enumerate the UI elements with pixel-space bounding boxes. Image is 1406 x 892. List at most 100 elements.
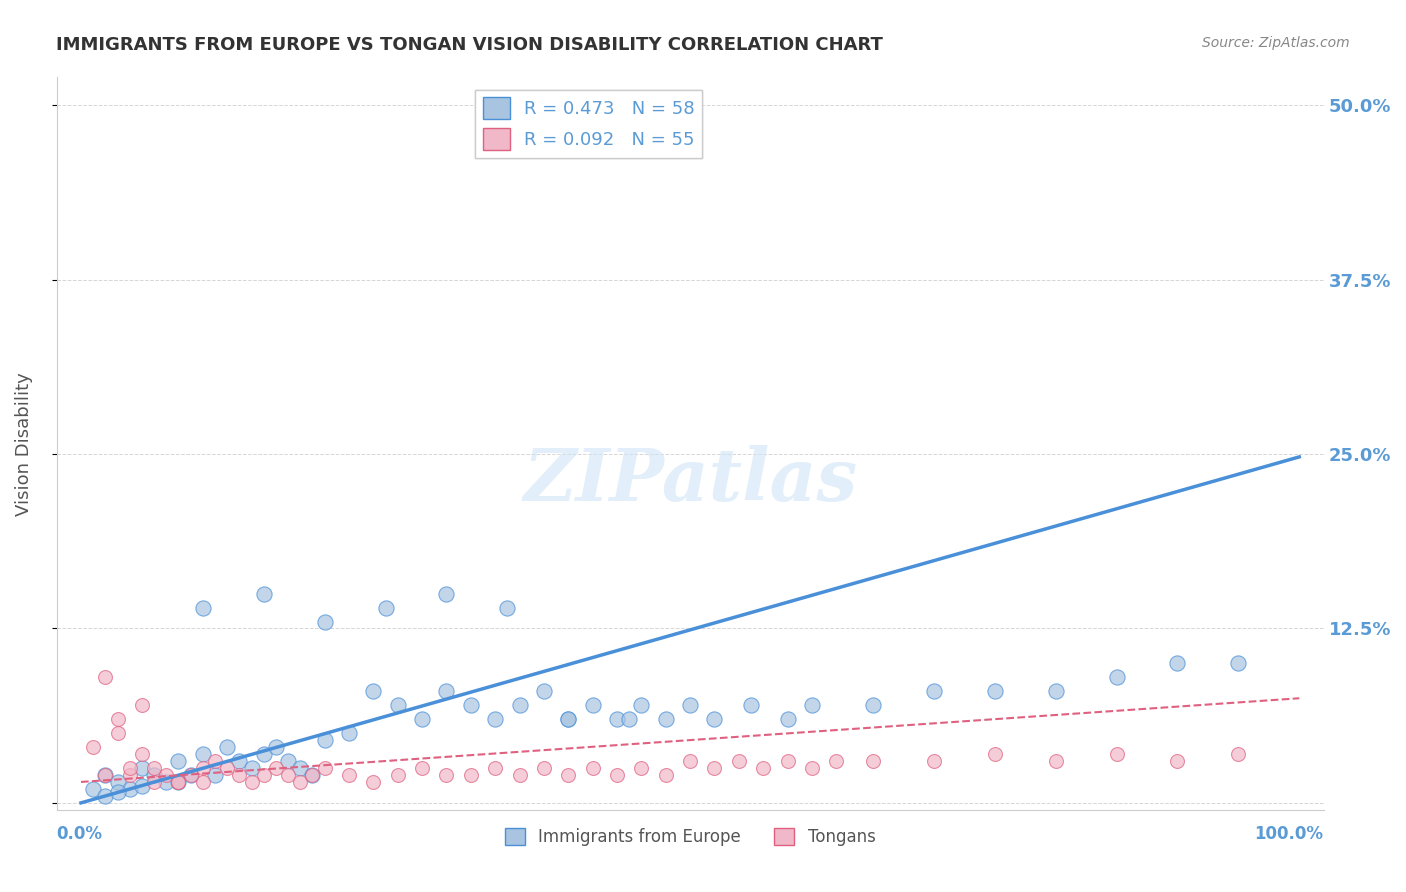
Point: [363, 775, 385, 789]
Point: [1105, 747, 1128, 761]
Point: [411, 761, 433, 775]
Point: [484, 712, 506, 726]
Point: [228, 754, 250, 768]
Point: [862, 698, 884, 713]
Point: [228, 768, 250, 782]
Point: [143, 761, 166, 775]
Point: [582, 698, 605, 713]
Point: [460, 768, 482, 782]
Point: [509, 768, 531, 782]
Point: [922, 684, 945, 698]
Point: [107, 726, 129, 740]
Point: [131, 761, 153, 775]
Point: [800, 698, 823, 713]
Point: [983, 684, 1005, 698]
Point: [264, 761, 287, 775]
Point: [557, 712, 579, 726]
Point: [533, 684, 555, 698]
Point: [94, 789, 117, 803]
Point: [191, 600, 214, 615]
Point: [264, 740, 287, 755]
Point: [314, 615, 336, 629]
Point: [131, 698, 153, 713]
Point: [436, 586, 458, 600]
Point: [167, 775, 190, 789]
Point: [460, 698, 482, 713]
Point: [217, 761, 239, 775]
Point: [167, 754, 190, 768]
Point: [1166, 754, 1188, 768]
Point: [582, 761, 605, 775]
Point: [436, 684, 458, 698]
Point: [191, 775, 214, 789]
Point: [107, 712, 129, 726]
Point: [1105, 670, 1128, 684]
Point: [131, 779, 153, 793]
Text: ZIPatlas: ZIPatlas: [523, 445, 858, 516]
Point: [436, 768, 458, 782]
Point: [118, 761, 141, 775]
Point: [1166, 657, 1188, 671]
Point: [776, 754, 799, 768]
Point: [143, 775, 166, 789]
Text: 0.0%: 0.0%: [56, 825, 103, 843]
Point: [728, 754, 751, 768]
Point: [253, 586, 276, 600]
Point: [655, 768, 678, 782]
Point: [862, 754, 884, 768]
Point: [337, 768, 360, 782]
Point: [1227, 657, 1250, 671]
Point: [703, 712, 725, 726]
Point: [301, 768, 323, 782]
Point: [155, 775, 177, 789]
Point: [277, 754, 299, 768]
Point: [606, 712, 628, 726]
Text: Source: ZipAtlas.com: Source: ZipAtlas.com: [1202, 36, 1350, 50]
Point: [107, 785, 129, 799]
Text: IMMIGRANTS FROM EUROPE VS TONGAN VISION DISABILITY CORRELATION CHART: IMMIGRANTS FROM EUROPE VS TONGAN VISION …: [56, 36, 883, 54]
Point: [253, 747, 276, 761]
Point: [191, 761, 214, 775]
Point: [509, 698, 531, 713]
Point: [118, 781, 141, 796]
Point: [94, 670, 117, 684]
Point: [107, 775, 129, 789]
Point: [118, 768, 141, 782]
Point: [679, 754, 702, 768]
Legend: R = 0.473   N = 58, R = 0.092   N = 55: R = 0.473 N = 58, R = 0.092 N = 55: [475, 90, 702, 158]
Point: [290, 761, 312, 775]
Point: [983, 747, 1005, 761]
Point: [825, 754, 848, 768]
Point: [167, 775, 190, 789]
Point: [217, 740, 239, 755]
Point: [630, 761, 652, 775]
Y-axis label: Vision Disability: Vision Disability: [15, 372, 32, 516]
Point: [290, 775, 312, 789]
Point: [314, 733, 336, 747]
Point: [484, 761, 506, 775]
Point: [82, 740, 104, 755]
Point: [204, 754, 226, 768]
Point: [363, 684, 385, 698]
Point: [411, 712, 433, 726]
Point: [387, 698, 409, 713]
Point: [922, 754, 945, 768]
Point: [94, 768, 117, 782]
Point: [94, 768, 117, 782]
Point: [752, 761, 775, 775]
Point: [240, 761, 263, 775]
Point: [496, 600, 519, 615]
Point: [1045, 754, 1067, 768]
Point: [131, 747, 153, 761]
Point: [191, 747, 214, 761]
Point: [387, 768, 409, 782]
Point: [143, 768, 166, 782]
Point: [776, 712, 799, 726]
Point: [314, 761, 336, 775]
Point: [1227, 747, 1250, 761]
Point: [606, 768, 628, 782]
Point: [679, 698, 702, 713]
Text: 100.0%: 100.0%: [1254, 825, 1323, 843]
Point: [82, 781, 104, 796]
Point: [240, 775, 263, 789]
